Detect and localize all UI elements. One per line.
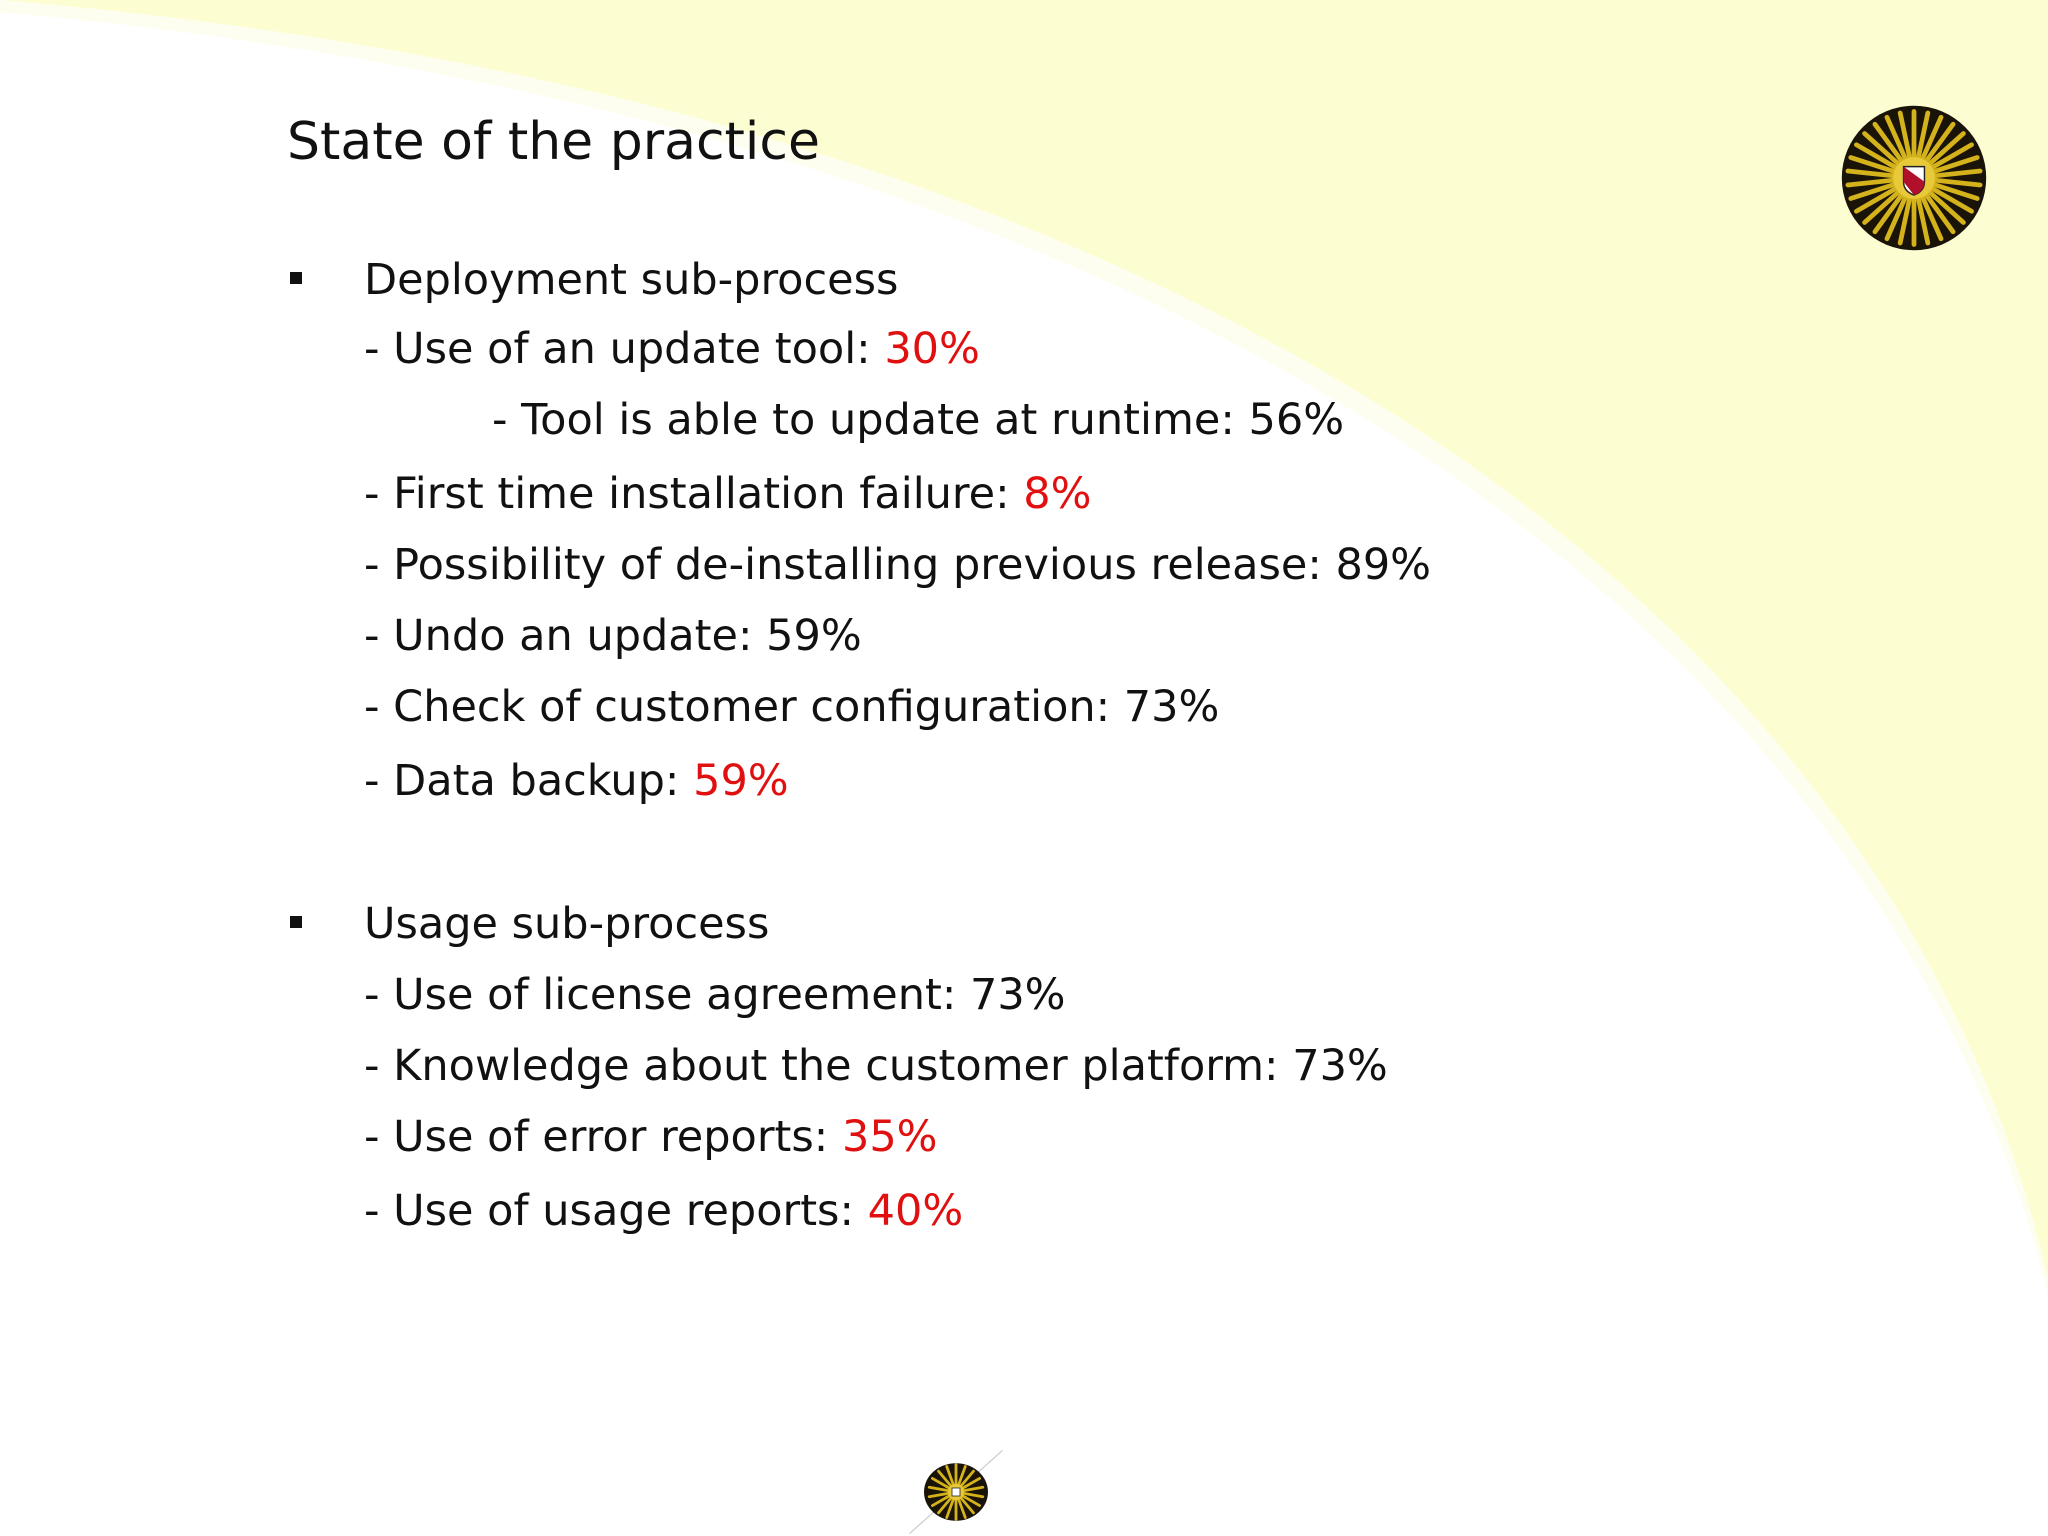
- item-value: 73%: [1292, 1041, 1388, 1091]
- item-value: 89%: [1335, 540, 1432, 590]
- item-value: 40%: [867, 1186, 964, 1236]
- list-item: - Possibility of de-installing previous …: [364, 544, 1431, 587]
- item-value: 73%: [969, 970, 1066, 1020]
- item-label: - Possibility of de-installing previous …: [364, 540, 1336, 590]
- item-value: 56%: [1248, 395, 1345, 445]
- item-value: 35%: [841, 1112, 938, 1162]
- list-item: - First time installation failure: 8%: [364, 473, 1091, 516]
- page-title: State of the practice: [287, 112, 820, 172]
- item-value: 73%: [1123, 682, 1220, 732]
- list-item: - Use of an update tool: 30%: [364, 328, 980, 371]
- item-label: - Use of usage reports:: [364, 1186, 868, 1236]
- item-label: - First time installation failure:: [364, 469, 1024, 519]
- list-item: - Use of usage reports: 40%: [364, 1190, 963, 1233]
- list-item: - Check of customer configuration: 73%: [364, 686, 1219, 729]
- item-label: - Knowledge about the customer platform:: [364, 1041, 1293, 1091]
- item-label: - Check of customer configuration:: [364, 682, 1124, 732]
- item-label: - Use of an update tool:: [364, 324, 885, 374]
- item-label: - Use of error reports:: [364, 1112, 842, 1162]
- item-value: 30%: [884, 324, 980, 374]
- item-label: - Data backup:: [364, 756, 694, 806]
- item-value: 59%: [693, 756, 789, 806]
- section-heading-usage: Usage sub-process: [364, 899, 770, 949]
- list-item: - Use of error reports: 35%: [364, 1116, 938, 1159]
- university-sun-seal-icon: [1841, 105, 1987, 251]
- list-item: - Use of license agreement: 73%: [364, 974, 1066, 1017]
- list-item: - Undo an update: 59%: [364, 615, 862, 658]
- bullet-marker: [290, 916, 302, 928]
- item-value: 59%: [766, 611, 862, 661]
- item-label: - Tool is able to update at runtime:: [492, 395, 1249, 445]
- bullet-marker: [290, 272, 302, 284]
- section-heading-deployment: Deployment sub-process: [364, 255, 899, 305]
- item-value: 8%: [1023, 469, 1092, 519]
- item-label: - Use of license agreement:: [364, 970, 970, 1020]
- list-item: - Knowledge about the customer platform:…: [364, 1045, 1388, 1088]
- university-sun-seal-icon: [909, 1449, 1003, 1535]
- list-item: - Data backup: 59%: [364, 760, 789, 803]
- list-item: - Tool is able to update at runtime: 56%: [492, 399, 1344, 442]
- item-label: - Undo an update:: [364, 611, 767, 661]
